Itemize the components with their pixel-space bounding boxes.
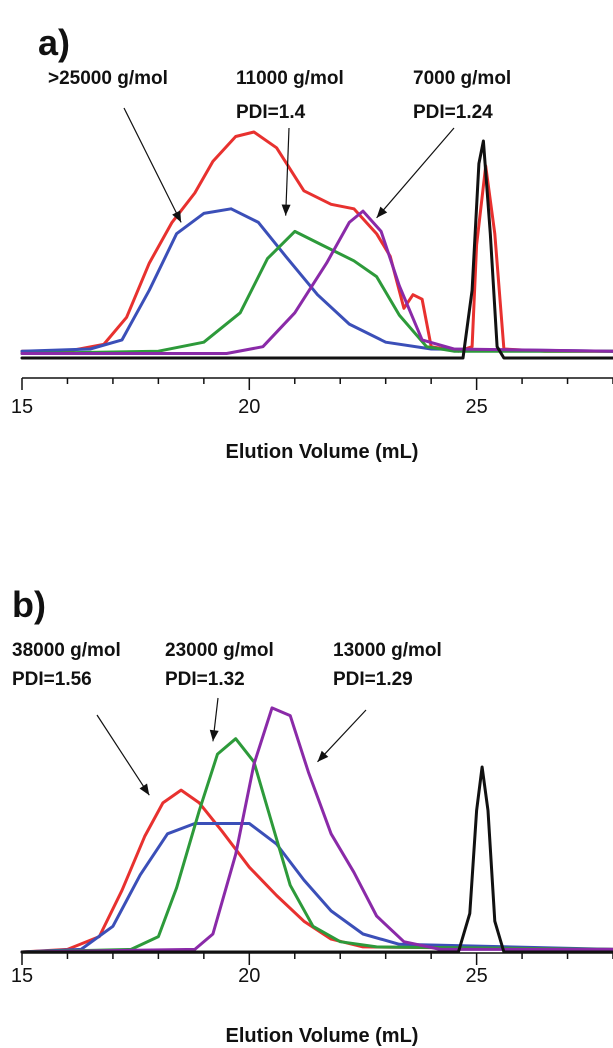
green-trace bbox=[20, 229, 613, 355]
annotation-arrow bbox=[285, 127, 290, 216]
arrowhead bbox=[172, 210, 182, 223]
black-trace bbox=[20, 765, 613, 954]
blue-trace bbox=[20, 822, 613, 954]
green-trace bbox=[20, 737, 613, 954]
blue-trace bbox=[20, 207, 613, 353]
red-trace bbox=[20, 130, 613, 353]
chromatogram-a: a) 15 20 25 Elution Volume (mL) >25000 g/mol 1… bbox=[11, 22, 613, 463]
annotation-label: >25000 g/mol bbox=[48, 68, 168, 89]
annotation-arrow bbox=[317, 709, 367, 763]
x-tick-label: 15 bbox=[11, 396, 33, 418]
x-tick-label: 20 bbox=[238, 396, 260, 418]
annotation-label: PDI=1.4 bbox=[236, 102, 306, 123]
chart-panel-b: b) 15 20 25 Elution Volume (mL) 38000 g/mol PD… bbox=[0, 520, 613, 1048]
annotation-arrow bbox=[123, 107, 182, 223]
x-tick-label: 15 bbox=[11, 965, 33, 987]
annotation-label: PDI=1.29 bbox=[333, 669, 413, 690]
annotation-label: 7000 g/mol bbox=[413, 68, 511, 89]
x-axis-label: Elution Volume (mL) bbox=[226, 441, 419, 463]
black-trace bbox=[20, 139, 613, 360]
arrowhead bbox=[376, 206, 388, 218]
x-tick-label: 25 bbox=[465, 396, 487, 418]
annotation-label: PDI=1.56 bbox=[12, 669, 92, 690]
annotation-label: 38000 g/mol bbox=[12, 640, 121, 661]
annotation-label: 13000 g/mol bbox=[333, 640, 442, 661]
panel-label: b) bbox=[12, 584, 46, 625]
panel-label: a) bbox=[38, 22, 70, 63]
arrowhead bbox=[317, 750, 329, 762]
chromatogram-b: b) 15 20 25 Elution Volume (mL) 38000 g/mol PD… bbox=[11, 584, 613, 1047]
arrowhead bbox=[139, 783, 150, 796]
annotation-label: PDI=1.32 bbox=[165, 669, 245, 690]
purple-trace bbox=[20, 706, 613, 954]
arrowhead bbox=[281, 204, 291, 216]
annotation-label: PDI=1.24 bbox=[413, 102, 493, 123]
annotation-arrow bbox=[96, 714, 150, 796]
annotation-label: 11000 g/mol bbox=[236, 68, 344, 89]
arrowhead bbox=[209, 729, 219, 742]
chart-panel-a: a) 15 20 25 Elution Volume (mL) >25000 g/mol 1… bbox=[0, 0, 613, 520]
annotation-arrow bbox=[376, 127, 455, 219]
x-tick-label: 20 bbox=[238, 965, 260, 987]
annotation-label: 23000 g/mol bbox=[165, 640, 274, 661]
x-axis-label: Elution Volume (mL) bbox=[226, 1025, 419, 1047]
x-tick-label: 25 bbox=[465, 965, 487, 987]
purple-trace bbox=[20, 209, 613, 355]
